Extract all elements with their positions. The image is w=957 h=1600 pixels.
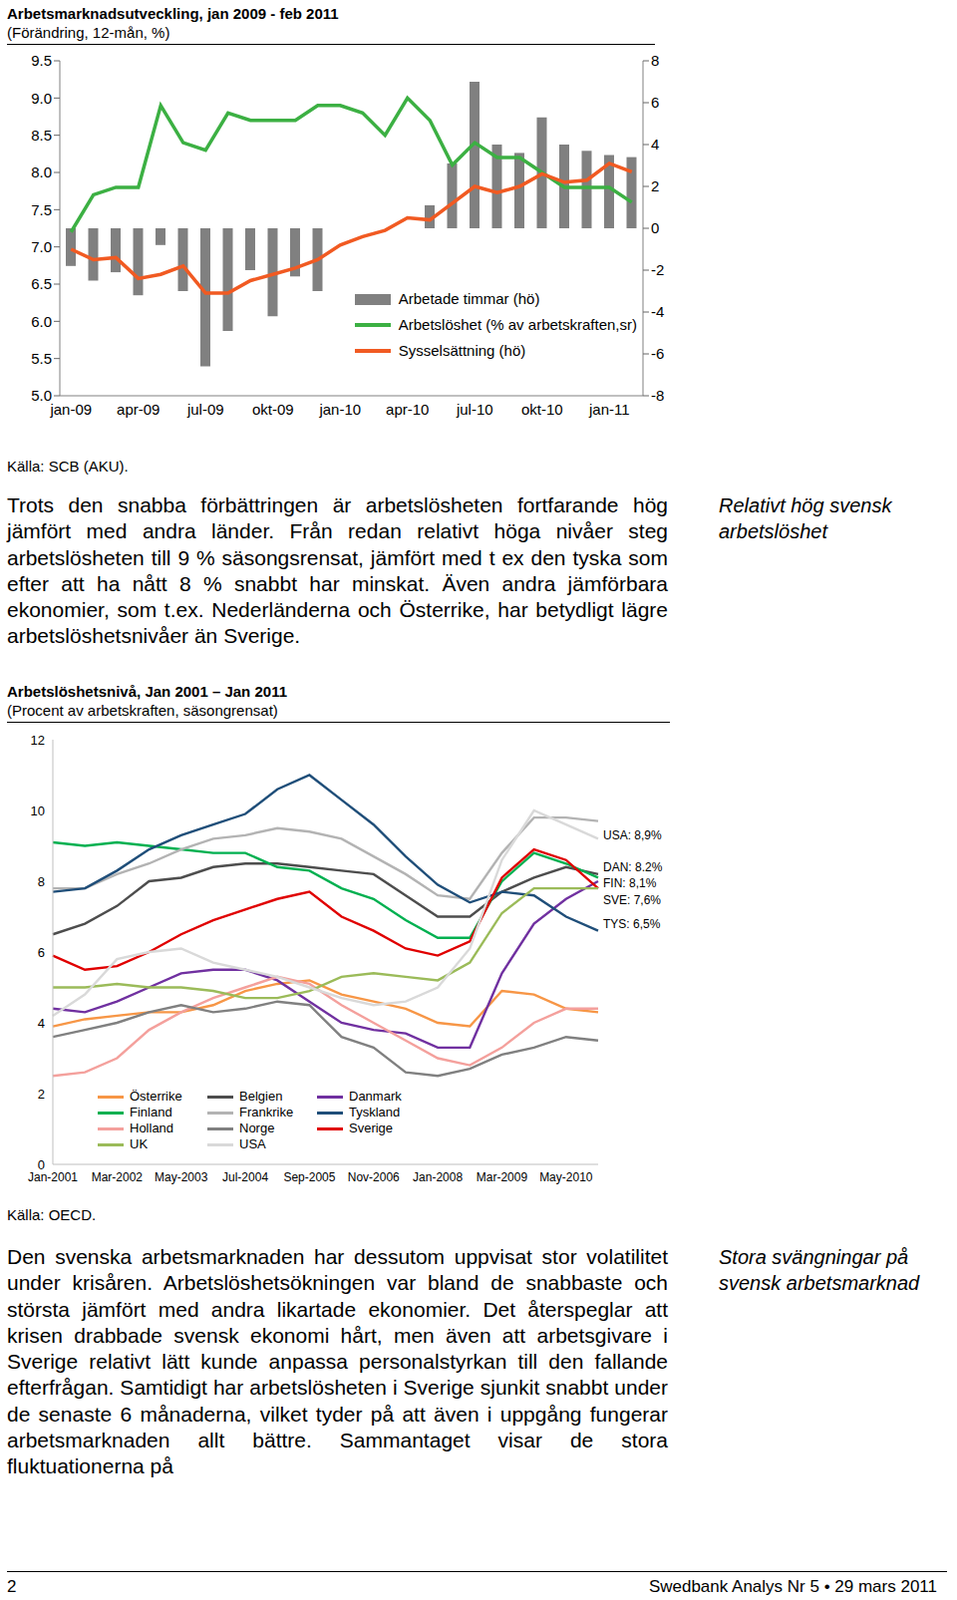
html-text:Norge: Norge <box>239 1120 275 1136</box>
svg-text:jan-10: jan-10 <box>318 400 361 418</box>
svg-text:0: 0 <box>650 219 659 237</box>
svg-text:5.0: 5.0 <box>30 386 52 404</box>
svg-text:8: 8 <box>37 874 45 890</box>
svg-text:4: 4 <box>37 1015 45 1031</box>
svg-text:5.5: 5.5 <box>30 349 52 367</box>
svg-text:0: 0 <box>37 1157 45 1173</box>
html-text:Arbetade timmar (hö): Arbetade timmar (hö) <box>398 290 540 308</box>
html-text:Arbetslöshet (% av arbetskraft: Arbetslöshet (% av arbetskraften,sr) <box>398 316 638 333</box>
html-text:(Procent av arbetskraften, säs: (Procent av arbetskraften, säsongrensat) <box>6 701 278 719</box>
svg-text:jan-11: jan-11 <box>588 400 631 418</box>
html-text:Holland: Holland <box>129 1120 174 1136</box>
svg-text:6.5: 6.5 <box>30 275 52 293</box>
svg-text:7.0: 7.0 <box>30 238 52 256</box>
svg-text:2: 2 <box>37 1086 45 1102</box>
html-text:Österrike: Österrike <box>129 1088 183 1104</box>
svg-text:Mar-2002: Mar-2002 <box>91 1170 144 1185</box>
svg-text:6: 6 <box>650 93 659 111</box>
html-text:USA: USA <box>239 1136 266 1152</box>
svg-text:9.0: 9.0 <box>30 89 52 107</box>
svg-text:8.5: 8.5 <box>30 126 52 144</box>
html-text:TYS: 6,5%: TYS: 6,5% <box>603 917 661 932</box>
html-text:Sverige: Sverige <box>348 1120 393 1136</box>
html-text:(Förändring, 12-mån, %): (Förändring, 12-mån, %) <box>6 23 170 41</box>
html-text:DAN: 8.2%: DAN: 8.2% <box>603 860 663 875</box>
svg-text:6.0: 6.0 <box>30 313 52 330</box>
svg-text:jan-09: jan-09 <box>48 400 92 418</box>
svg-text:7.5: 7.5 <box>30 201 52 219</box>
svg-text:8.0: 8.0 <box>30 163 52 181</box>
html-text:SVE: 7,6%: SVE: 7,6% <box>603 893 661 908</box>
html-text:Belgien: Belgien <box>239 1088 283 1104</box>
html-text:Trots den snabba förbättringen: Trots den snabba förbättringen är arbets… <box>6 493 668 648</box>
svg-text:-8: -8 <box>650 386 664 404</box>
html-text:Danmark: Danmark <box>348 1088 402 1104</box>
svg-text:4: 4 <box>650 135 659 153</box>
html-text:2: 2 <box>6 1577 17 1596</box>
svg-text:apr-10: apr-10 <box>385 400 429 418</box>
html-text:Den svenska arbetsmarknaden ha: Den svenska arbetsmarknaden har dessutom… <box>6 1245 668 1478</box>
svg-text:6: 6 <box>37 945 45 960</box>
html-text:USA: 8,9%: USA: 8,9% <box>603 828 662 843</box>
svg-text:Jan-2001: Jan-2001 <box>27 1170 78 1185</box>
html-text:Frankrike: Frankrike <box>239 1104 294 1120</box>
html-text:Relativt hög svensk arbetslösh: Relativt hög svensk arbetslöshet <box>718 494 892 543</box>
svg-text:12: 12 <box>30 732 45 748</box>
html-text:Tyskland: Tyskland <box>348 1104 401 1120</box>
svg-text:May-2010: May-2010 <box>539 1170 594 1185</box>
html-text:Arbetsmarknadsutveckling, jan: Arbetsmarknadsutveckling, jan 2009 - feb… <box>6 4 339 22</box>
html-text:UK: UK <box>129 1136 148 1152</box>
svg-text:okt-09: okt-09 <box>252 400 295 418</box>
html-text:Swedbank Analys Nr 5 • 29 mars: Swedbank Analys Nr 5 • 29 mars 2011 <box>648 1577 938 1596</box>
svg-text:May-2003: May-2003 <box>154 1170 209 1185</box>
html-text:Stora svängningar på svensk ar: Stora svängningar på svensk arbetsmarkna… <box>718 1246 920 1294</box>
svg-text:Sep-2005: Sep-2005 <box>283 1170 335 1185</box>
html-text:FIN: 8,1%: FIN: 8,1% <box>603 876 657 891</box>
svg-text:-2: -2 <box>650 261 664 279</box>
svg-text:10: 10 <box>30 803 45 819</box>
svg-text:2: 2 <box>650 177 659 195</box>
svg-text:9.5: 9.5 <box>30 51 52 69</box>
svg-text:Jan-2008: Jan-2008 <box>412 1170 463 1185</box>
html-text:Källa: OECD.: Källa: OECD. <box>6 1206 96 1224</box>
svg-text:jul-10: jul-10 <box>455 400 494 418</box>
svg-text:-6: -6 <box>650 344 664 362</box>
svg-text:Mar-2009: Mar-2009 <box>476 1170 529 1185</box>
svg-text:jul-09: jul-09 <box>186 400 225 418</box>
html-text:Källa: SCB (AKU).: Källa: SCB (AKU). <box>6 457 129 475</box>
html-text:Finland: Finland <box>129 1104 173 1120</box>
html-text:Sysselsättning (hö): Sysselsättning (hö) <box>398 341 526 359</box>
svg-text:apr-09: apr-09 <box>116 400 160 418</box>
html-text:Arbetslöshetsnivå, Jan 2001 –: Arbetslöshetsnivå, Jan 2001 – Jan 2011 <box>6 682 288 700</box>
svg-text:Jul-2004: Jul-2004 <box>222 1170 269 1185</box>
svg-text:8: 8 <box>650 51 659 69</box>
svg-text:-4: -4 <box>650 303 664 320</box>
svg-text:okt-10: okt-10 <box>521 400 564 418</box>
svg-text:Nov-2006: Nov-2006 <box>347 1170 400 1185</box>
